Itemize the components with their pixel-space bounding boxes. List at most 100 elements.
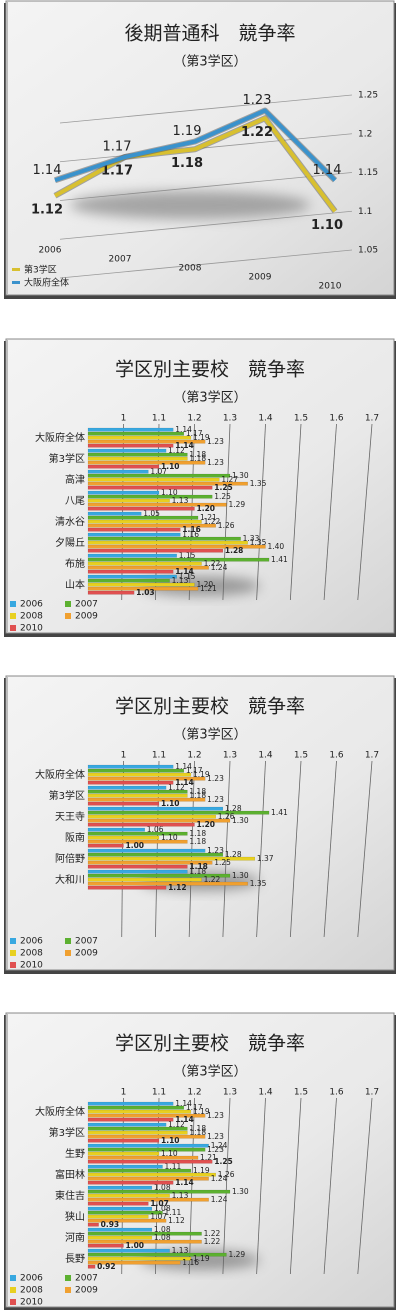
x-tick-label: 1 [121, 751, 127, 761]
bar [87, 835, 160, 840]
value-label: 1.10 [161, 1136, 180, 1145]
value-label: 1.08 [154, 1233, 171, 1242]
value-label: 1.06 [147, 825, 164, 834]
value-label: 1.26 [218, 521, 235, 530]
value-label: 1.17 [101, 164, 133, 179]
legend-label: 2009 [75, 949, 98, 959]
bar [87, 1210, 163, 1215]
bar [87, 873, 231, 878]
value-label: 1.14 [175, 425, 192, 434]
category-label: 清水谷 [55, 515, 85, 528]
bar [87, 839, 188, 844]
y-tick-label: 1.25 [358, 91, 378, 101]
value-label: 1.40 [268, 542, 285, 551]
bar [87, 523, 216, 528]
value-label: 1.20 [197, 820, 216, 829]
bar [87, 797, 206, 802]
bar [87, 801, 160, 806]
bar [87, 1164, 163, 1169]
value-label: 1.18 [189, 787, 206, 796]
value-label: 1.12 [31, 202, 63, 217]
bar [87, 789, 188, 794]
bar [87, 485, 213, 490]
legend-label: 2010 [20, 961, 43, 971]
value-label: 1.35 [250, 479, 267, 488]
value-label: 1.10 [161, 799, 180, 808]
bar [87, 1130, 188, 1135]
x-tick-label: 1.7 [365, 414, 379, 424]
bar [87, 553, 177, 558]
y-tick-label: 1.15 [358, 168, 378, 178]
value-label: 1.23 [207, 846, 224, 855]
x-tick-label: 1.6 [329, 751, 344, 761]
x-tick-label: 2009 [249, 273, 272, 283]
bar [87, 1180, 174, 1185]
value-label: 1.19 [193, 1166, 210, 1175]
bar [87, 1260, 181, 1265]
value-label: 1.13 [172, 1191, 189, 1200]
bar [87, 1134, 206, 1139]
value-label: 1.33 [243, 534, 260, 543]
value-label: 1.25 [214, 492, 231, 501]
x-tick-label: 1.3 [223, 414, 237, 424]
grid-line [222, 1097, 231, 1275]
bar [87, 860, 213, 865]
x-tick-label: 1.2 [187, 1088, 201, 1098]
bar [87, 532, 181, 537]
bar [87, 1122, 167, 1127]
chart-subtitle: （第3学区） [173, 54, 246, 70]
value-label: 1.07 [150, 467, 167, 476]
bar [87, 856, 256, 861]
value-label: 1.23 [207, 458, 224, 467]
value-label: 1.23 [207, 1145, 224, 1154]
value-label: 1.23 [243, 93, 272, 108]
bar [87, 1252, 227, 1257]
bar [87, 1248, 170, 1253]
x-tick-label: 1.6 [329, 414, 344, 424]
value-label: 1.14 [175, 762, 192, 771]
x-tick-label: 1 [121, 1088, 127, 1098]
bar [87, 1214, 149, 1219]
x-tick-label: 1.2 [187, 414, 201, 424]
bar [87, 452, 188, 457]
bar [87, 1151, 160, 1156]
value-label: 1.18 [189, 1128, 206, 1137]
chart-subtitle: （第3学区） [173, 390, 246, 406]
bar [87, 439, 206, 444]
bar [87, 869, 188, 874]
value-label: 1.21 [200, 513, 217, 522]
x-tick-label: 1.3 [223, 751, 237, 761]
y-tick-label: 1.1 [358, 207, 372, 217]
value-label: 1.14 [175, 1099, 192, 1108]
bar [87, 431, 184, 436]
legend-label: 2008 [20, 949, 43, 959]
value-label: 1.23 [207, 437, 224, 446]
category-label: 河南 [65, 1231, 85, 1244]
category-label: 大和川 [55, 873, 85, 886]
bar [87, 582, 195, 587]
value-label: 1.30 [232, 871, 249, 880]
bar [87, 448, 167, 453]
value-label: 1.17 [186, 1103, 203, 1112]
bar [87, 864, 188, 869]
category-label: 夕陽丘 [55, 537, 85, 549]
legend-label: 2006 [20, 1274, 43, 1284]
value-label: 1.07 [150, 1199, 169, 1208]
value-label: 1.10 [161, 488, 178, 497]
value-label: 1.19 [173, 124, 202, 139]
x-tick-label: 1.4 [258, 414, 273, 424]
category-label: 大阪府全体 [35, 768, 85, 781]
grid-line [289, 423, 302, 601]
bar [87, 481, 248, 486]
grid-line [289, 760, 302, 938]
grid-line [188, 423, 195, 601]
value-label: 1.13 [172, 1246, 189, 1255]
bar [87, 519, 202, 524]
value-label: 1.12 [168, 783, 185, 792]
bar [87, 443, 174, 448]
x-tick-label: 1.1 [152, 1088, 166, 1098]
value-label: 1.03 [136, 588, 155, 597]
bar [87, 1126, 188, 1131]
value-label: 1.08 [154, 1183, 171, 1192]
bar [87, 1113, 206, 1118]
